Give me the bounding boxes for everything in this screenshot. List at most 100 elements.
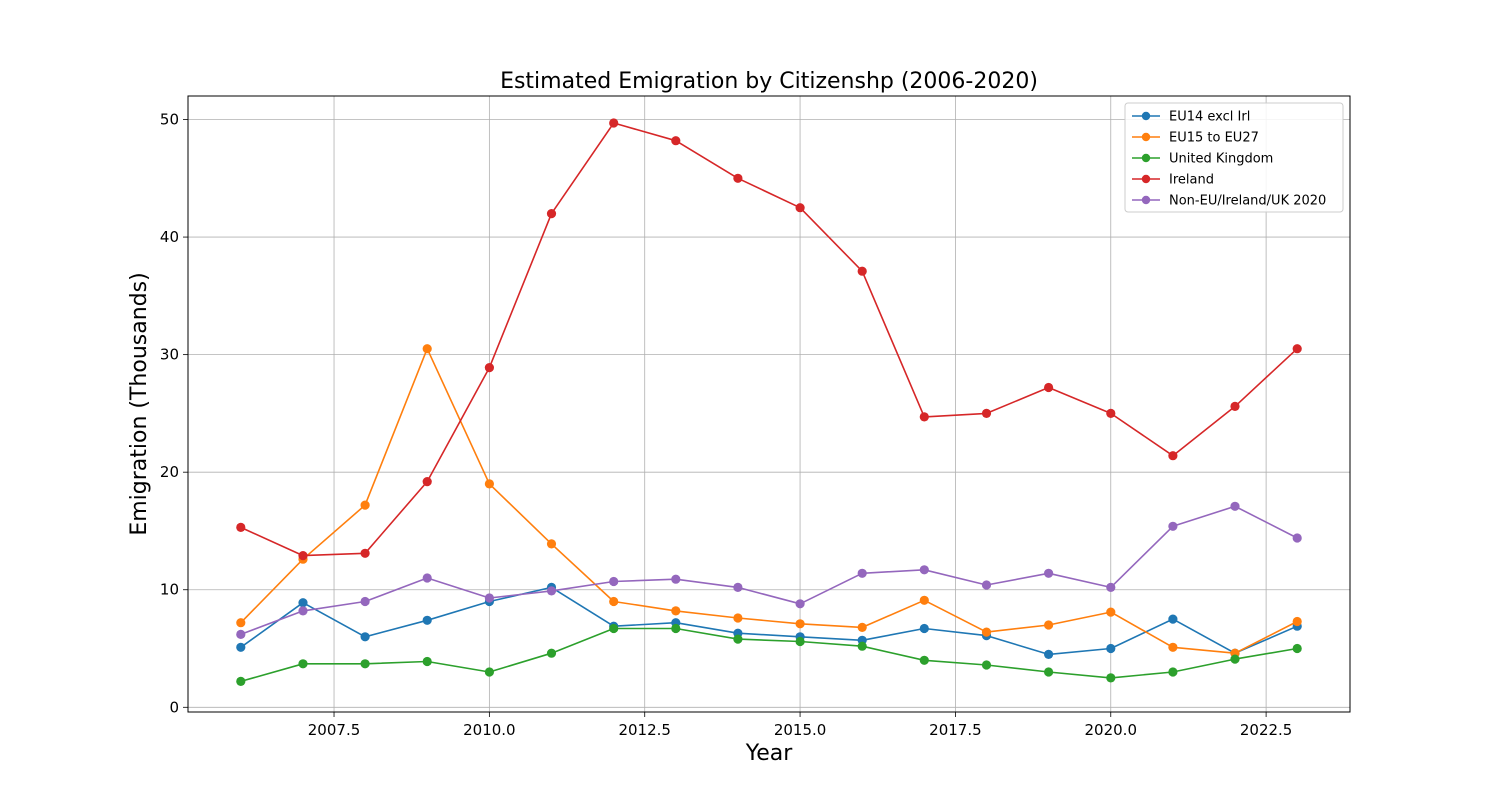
series-united-kingdom: [236, 623, 1302, 687]
data-point: [298, 551, 308, 561]
y-tick-label: 50: [160, 111, 179, 129]
legend-marker: [1141, 174, 1151, 184]
data-point: [671, 623, 681, 634]
data-point: [1230, 401, 1240, 411]
data-point: [360, 596, 370, 607]
data-point: [422, 656, 432, 667]
x-tick-label: 2022.5: [1240, 721, 1293, 739]
data-point: [1106, 607, 1116, 617]
data-point: [236, 522, 246, 533]
data-point: [733, 173, 743, 183]
data-point: [360, 632, 370, 642]
data-point: [1168, 614, 1178, 624]
legend-marker: [1141, 132, 1151, 142]
y-tick-label: 40: [160, 228, 179, 246]
data-point: [1044, 649, 1054, 660]
data-point: [1292, 616, 1302, 627]
data-point: [1044, 568, 1054, 578]
legend-label: EU14 excl Irl: [1169, 110, 1250, 125]
y-tick-label: 20: [160, 463, 179, 481]
data-point: [484, 667, 494, 677]
data-point: [1230, 501, 1240, 511]
data-point: [1044, 382, 1054, 393]
legend-label: Ireland: [1169, 173, 1214, 188]
data-point: [981, 660, 992, 670]
x-axis-ticks: 2007.5 2010.0 2012.5 2015.0 2017.5 2020.0 2022…: [308, 712, 1293, 739]
legend-item: EU14 excl Irl: [1132, 110, 1250, 125]
x-tick-label: 2007.5: [308, 721, 361, 739]
series-eu15-to-eu27: [236, 344, 1302, 658]
y-tick-label: 30: [160, 346, 179, 364]
data-point: [919, 595, 929, 605]
data-point: [236, 629, 246, 640]
data-point: [733, 634, 743, 644]
legend-item: Ireland: [1132, 173, 1214, 188]
data-point: [795, 203, 805, 213]
data-point: [546, 209, 557, 219]
x-tick-label: 2012.5: [618, 721, 671, 739]
data-point: [1230, 654, 1240, 664]
data-point: [671, 574, 681, 584]
data-point: [671, 606, 681, 616]
data-point: [733, 582, 743, 593]
series-line: [240, 122, 1298, 557]
data-point: [1044, 620, 1054, 630]
data-point: [795, 599, 805, 609]
data-point: [1168, 667, 1178, 677]
data-point: [422, 573, 432, 583]
data-point: [1168, 521, 1178, 531]
data-point: [422, 344, 432, 354]
data-point: [546, 539, 557, 549]
data-point: [919, 412, 929, 422]
data-point: [857, 266, 867, 276]
data-point: [1106, 582, 1116, 593]
legend-label: EU15 to EU27: [1169, 131, 1259, 146]
data-point: [609, 596, 619, 607]
legend-marker: [1141, 153, 1151, 163]
data-point: [236, 676, 246, 687]
data-point: [919, 623, 929, 634]
data-point: [671, 136, 681, 146]
legend-item: EU15 to EU27: [1132, 131, 1259, 146]
data-point: [546, 586, 557, 596]
series-line: [240, 347, 1298, 655]
data-point: [857, 641, 867, 651]
data-point: [981, 627, 992, 637]
plot-frame: [187, 95, 1351, 713]
data-point: [1292, 533, 1302, 543]
data-point: [609, 118, 619, 128]
x-tick-label: 2017.5: [929, 721, 982, 739]
data-point: [1106, 673, 1116, 683]
data-point: [609, 623, 619, 634]
data-point: [795, 619, 805, 629]
data-point: [484, 593, 494, 603]
data-point: [298, 659, 308, 669]
data-point: [1168, 642, 1178, 652]
data-point: [546, 648, 557, 658]
series-layer: [236, 118, 1302, 687]
legend-label: United Kingdom: [1169, 152, 1273, 167]
data-point: [981, 408, 992, 418]
data-point: [981, 580, 992, 590]
chart-title: Estimated Emigration by Citizenshp (2006…: [500, 69, 1038, 94]
legend-items: EU14 excl Irl EU15 to EU27 United Kingdom I…: [1132, 110, 1326, 209]
y-tick-label: 10: [160, 581, 179, 599]
data-point: [1106, 643, 1116, 654]
series-ireland: [236, 118, 1302, 561]
data-point: [236, 642, 246, 652]
x-tick-label: 2010.0: [463, 721, 516, 739]
data-point: [857, 568, 867, 578]
data-point: [422, 477, 432, 487]
series-non-eu-ireland-uk-2020: [236, 501, 1302, 640]
legend-label: Non-EU/Ireland/UK 2020: [1169, 194, 1326, 209]
data-point: [484, 479, 494, 489]
data-point: [1106, 408, 1116, 418]
data-point: [1168, 451, 1178, 461]
data-point: [919, 655, 929, 665]
data-point: [1292, 643, 1302, 654]
y-axis-title: Emigration (Thousands): [127, 272, 152, 535]
data-point: [1044, 667, 1054, 677]
data-point: [795, 636, 805, 647]
series-line: [240, 586, 1298, 656]
